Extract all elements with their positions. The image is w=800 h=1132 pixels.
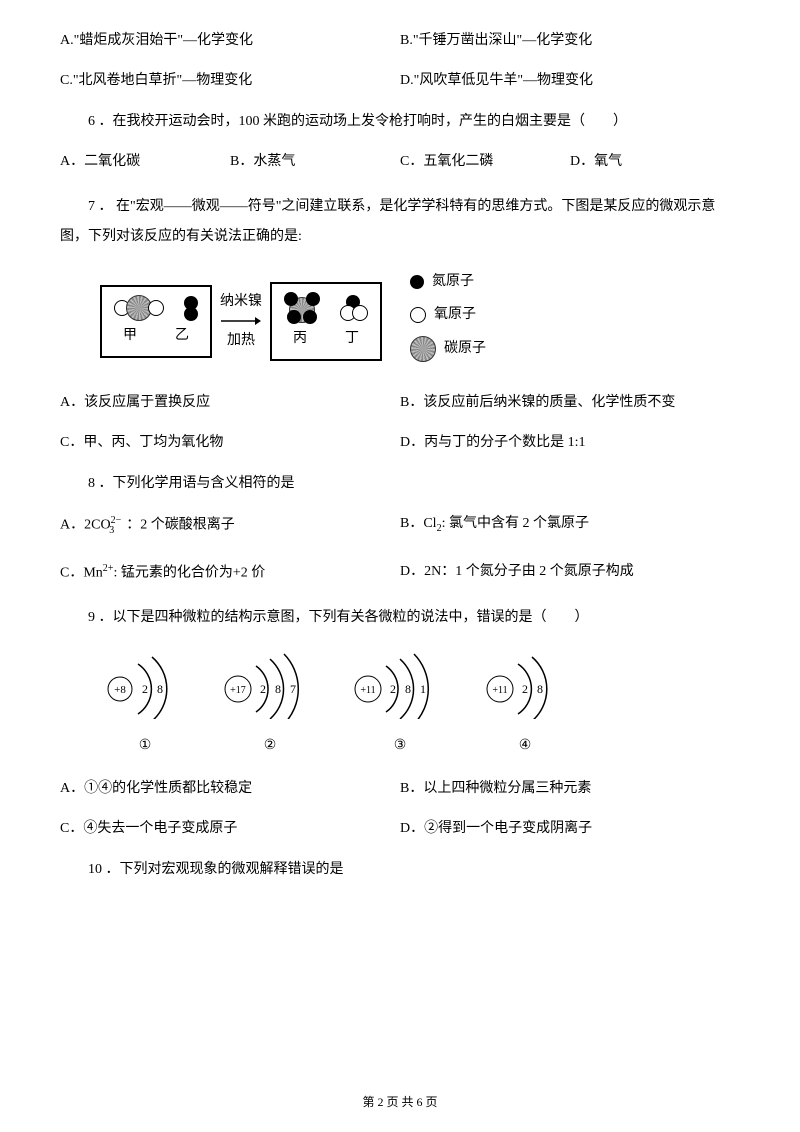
atom-svg-1: +8 2 8 xyxy=(100,649,190,719)
q8-optD: D．2N：1 个氮分子由 2 个氮原子构成 xyxy=(400,561,740,585)
arrow-icon xyxy=(221,315,261,327)
q9-diagram: +8 2 8 ① +17 2 8 7 ② +11 2 8 1 xyxy=(100,649,740,758)
q9-optB: B．以上四种微粒分属三种元素 xyxy=(400,778,740,800)
svg-text:2: 2 xyxy=(142,682,148,696)
label-jia: 甲 xyxy=(123,325,137,347)
circled-3: ③ xyxy=(350,735,450,757)
svg-text:+11: +11 xyxy=(360,685,375,696)
q9-text: 9 ．以下是四种微粒的结构示意图，下列有关各微粒的说法中，错误的是（ ） xyxy=(60,607,740,629)
carbon-icon xyxy=(410,336,436,362)
svg-text:2: 2 xyxy=(522,682,528,696)
q6-text: 6 ．在我校开运动会时，100 米跑的运动场上发令枪打响时，产生的白烟主要是（ … xyxy=(60,111,740,133)
q7-row2: C．甲、丙、丁均为氧化物 D．丙与丁的分子个数比是 1:1 xyxy=(60,432,740,454)
q9-optA: A．①④的化学性质都比较稳定 xyxy=(60,778,400,800)
q9-row2: C．④失去一个电子变成原子 D．②得到一个电子变成阴离子 xyxy=(60,818,740,840)
svg-text:2: 2 xyxy=(260,682,266,696)
q8-optC: C．Mn2+: 锰元素的化合价为+2 价 xyxy=(60,561,400,585)
circled-2: ② xyxy=(220,735,320,757)
q7-box1: 甲 乙 xyxy=(100,285,212,357)
arrow-top: 纳米镍 xyxy=(220,291,262,313)
q8-optA: A．2CO2−3：2 个碳酸根离子 xyxy=(60,513,400,538)
label-bing: 丙 xyxy=(293,328,307,350)
q6-optA: A．二氧化碳 xyxy=(60,151,230,173)
q9-optC: C．④失去一个电子变成原子 xyxy=(60,818,400,840)
q8-text: 8 ．下列化学用语与含义相符的是 xyxy=(60,473,740,495)
q8-row1: A．2CO2−3：2 个碳酸根离子 B．Cl2: 氯气中含有 2 个氯原子 xyxy=(60,513,740,538)
molecule-jia xyxy=(114,295,164,321)
circled-4: ④ xyxy=(480,735,570,757)
q5-optD: D."风吹草低见牛羊"—物理变化 xyxy=(400,70,740,92)
svg-text:8: 8 xyxy=(275,682,281,696)
molecule-ding xyxy=(340,295,368,321)
q8-row2: C．Mn2+: 锰元素的化合价为+2 价 D．2N：1 个氮分子由 2 个氮原子… xyxy=(60,561,740,585)
q7-text: 7 ． 在"宏观——微观——符号"之间建立联系，是化学学科特有的思维方式。下图是… xyxy=(60,192,740,254)
q6-options: A．二氧化碳 B．水蒸气 C．五氧化二磷 D．氧气 xyxy=(60,151,740,173)
oxygen-icon xyxy=(410,307,426,323)
q7-legend: 氮原子 氧原子 碳原子 xyxy=(410,271,486,372)
label-ding: 丁 xyxy=(345,328,359,350)
legend-nitrogen: 氮原子 xyxy=(410,271,486,293)
svg-text:+11: +11 xyxy=(492,685,507,696)
q7-row1: A．该反应属于置换反应 B．该反应前后纳米镍的质量、化学性质不变 xyxy=(60,392,740,414)
q8-optB: B．Cl2: 氯气中含有 2 个氯原子 xyxy=(400,513,740,538)
q7-arrow: 纳米镍 加热 xyxy=(220,291,262,352)
q7-optC: C．甲、丙、丁均为氧化物 xyxy=(60,432,400,454)
legend-oxygen: 氧原子 xyxy=(410,304,486,326)
svg-text:7: 7 xyxy=(290,682,296,696)
q5-optB: B."千锤万凿出深山"—化学变化 xyxy=(400,30,740,52)
q6-optD: D．氧气 xyxy=(570,151,740,173)
q7-diagram: 甲 乙 纳米镍 加热 丙 丁 xyxy=(100,271,740,372)
q5-optC: C."北风卷地白草折"—物理变化 xyxy=(60,70,400,92)
svg-text:1: 1 xyxy=(420,682,426,696)
circled-1: ① xyxy=(100,735,190,757)
molecule-yi xyxy=(184,296,198,321)
q7-optD: D．丙与丁的分子个数比是 1:1 xyxy=(400,432,740,454)
q6-optB: B．水蒸气 xyxy=(230,151,400,173)
q10-text: 10 ．下列对宏观现象的微观解释错误的是 xyxy=(60,859,740,881)
nitrogen-icon xyxy=(410,275,424,289)
q6-optC: C．五氧化二磷 xyxy=(400,151,570,173)
q9-optD: D．②得到一个电子变成阴离子 xyxy=(400,818,740,840)
atom-struct-4: +11 2 8 ④ xyxy=(480,649,570,758)
legend-carbon: 碳原子 xyxy=(410,336,486,362)
svg-text:+17: +17 xyxy=(230,685,246,696)
q9-row1: A．①④的化学性质都比较稳定 B．以上四种微粒分属三种元素 xyxy=(60,778,740,800)
svg-text:+8: +8 xyxy=(114,684,126,696)
atom-struct-1: +8 2 8 ① xyxy=(100,649,190,758)
q7-optA: A．该反应属于置换反应 xyxy=(60,392,400,414)
label-yi: 乙 xyxy=(175,325,189,347)
svg-text:2: 2 xyxy=(390,682,396,696)
q5-row2: C."北风卷地白草折"—物理变化 D."风吹草低见牛羊"—物理变化 xyxy=(60,70,740,92)
q5-row1: A."蜡炬成灰泪始干"—化学变化 B."千锤万凿出深山"—化学变化 xyxy=(60,30,740,52)
atom-struct-3: +11 2 8 1 ③ xyxy=(350,649,450,758)
atom-struct-2: +17 2 8 7 ② xyxy=(220,649,320,758)
atom-svg-4: +11 2 8 xyxy=(480,649,570,719)
svg-text:8: 8 xyxy=(157,682,163,696)
q7-box2: 丙 丁 xyxy=(270,282,382,360)
atom-svg-2: +17 2 8 7 xyxy=(220,649,320,719)
page-footer: 第 2 页 共 6 页 xyxy=(0,1093,800,1112)
q7-optB: B．该反应前后纳米镍的质量、化学性质不变 xyxy=(400,392,740,414)
atom-svg-3: +11 2 8 1 xyxy=(350,649,450,719)
q5-optA: A."蜡炬成灰泪始干"—化学变化 xyxy=(60,30,400,52)
svg-text:8: 8 xyxy=(405,682,411,696)
molecule-bing xyxy=(284,292,320,324)
svg-text:8: 8 xyxy=(537,682,543,696)
